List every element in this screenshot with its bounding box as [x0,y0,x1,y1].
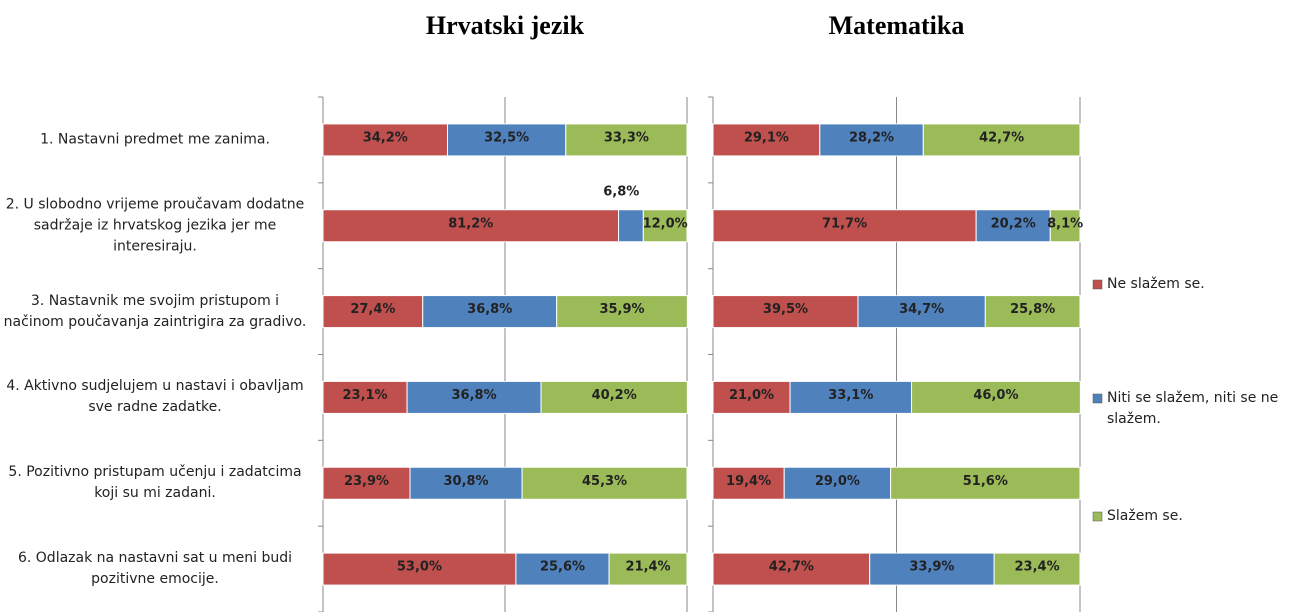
bar-segment [565,123,688,157]
bar-segment [1049,209,1081,243]
bar-segment [911,380,1081,414]
legend-swatch [1092,511,1103,522]
data-label: 40,2% [592,388,637,403]
data-label: 51,6% [963,474,1008,489]
data-label: 46,0% [973,388,1018,403]
bar-segment [322,552,517,586]
data-label: 25,8% [1010,302,1055,317]
data-label: 34,7% [899,302,944,317]
data-label: 6,8% [603,184,639,199]
data-label: 33,1% [828,388,873,403]
bar-segment [409,466,523,500]
data-label: 42,7% [769,560,814,575]
data-label: 42,7% [979,130,1024,145]
bar-segment [922,123,1081,157]
bar-segment [521,466,688,500]
data-label: 30,8% [443,474,488,489]
category-label: 3. Nastavnik me svojim pristupom i način… [3,292,307,330]
data-label: 19,4% [726,474,771,489]
category-label: 5. Pozitivno pristupam učenju i zadatcim… [8,464,302,502]
chart-title: Hrvatski jezik [426,11,585,40]
bar-segment [975,209,1051,243]
bar-segment [422,295,558,329]
bar-segment [556,295,688,329]
data-label: 27,4% [350,302,395,317]
data-label: 25,6% [540,560,585,575]
category-label: 6. Odlazak na nastavni sat u meni budi p… [17,550,293,588]
data-label: 36,8% [452,388,497,403]
data-label: 34,2% [363,130,408,145]
data-label: 28,2% [849,130,894,145]
chart-title: Matematika [829,11,965,40]
data-label: 20,2% [991,216,1036,231]
data-label: 32,5% [484,130,529,145]
data-label: 53,0% [397,560,442,575]
legend-swatch [1092,279,1103,290]
bar-segment [515,552,610,586]
data-label: 21,4% [625,560,670,575]
bar-segment [322,295,424,329]
bar-segment [540,380,688,414]
data-label: 23,1% [342,388,387,403]
data-label: 36,8% [467,302,512,317]
bar-segment [642,209,688,243]
bar-segment [712,466,785,500]
data-label: 71,7% [822,216,867,231]
bar-segment [869,552,995,586]
legend-swatch [1092,393,1103,404]
data-label: 29,0% [815,474,860,489]
category-label: 1. Nastavni predmet me zanima. [40,131,270,148]
bar-segment [322,209,620,243]
bar-segment [406,380,542,414]
bar-segment [712,380,791,414]
category-label: 4. Aktivno sudjelujem u nastavi i obavlj… [6,378,304,416]
bar-segment [322,466,411,500]
data-label: 39,5% [763,302,808,317]
data-label: 35,9% [599,302,644,317]
legend-label: Slažem se. [1107,508,1183,524]
bar-segment [712,209,977,243]
bar-segment [322,380,408,414]
bar-segment [712,295,859,329]
legend-label: Niti se slažem, niti se ne slažem. [1107,390,1279,427]
bar-segment [857,295,986,329]
data-label: 8,1% [1047,216,1083,231]
bar-segment [993,552,1081,586]
data-label: 33,3% [604,130,649,145]
bar-segment [618,209,644,243]
legend-label: Ne slažem se. [1107,276,1205,292]
bar-segment [984,295,1081,329]
bar-segment [890,466,1081,500]
bar-segment [608,552,688,586]
data-label: 45,3% [582,474,627,489]
data-label: 81,2% [448,216,493,231]
category-label: 2. U slobodno vrijeme proučavam dodatne … [5,196,305,255]
data-label: 21,0% [729,388,774,403]
data-label: 23,4% [1015,560,1060,575]
data-label: 23,9% [344,474,389,489]
data-label: 29,1% [744,130,789,145]
bar-segment [446,123,567,157]
data-label: 12,0% [643,216,688,231]
data-label: 33,9% [909,560,954,575]
